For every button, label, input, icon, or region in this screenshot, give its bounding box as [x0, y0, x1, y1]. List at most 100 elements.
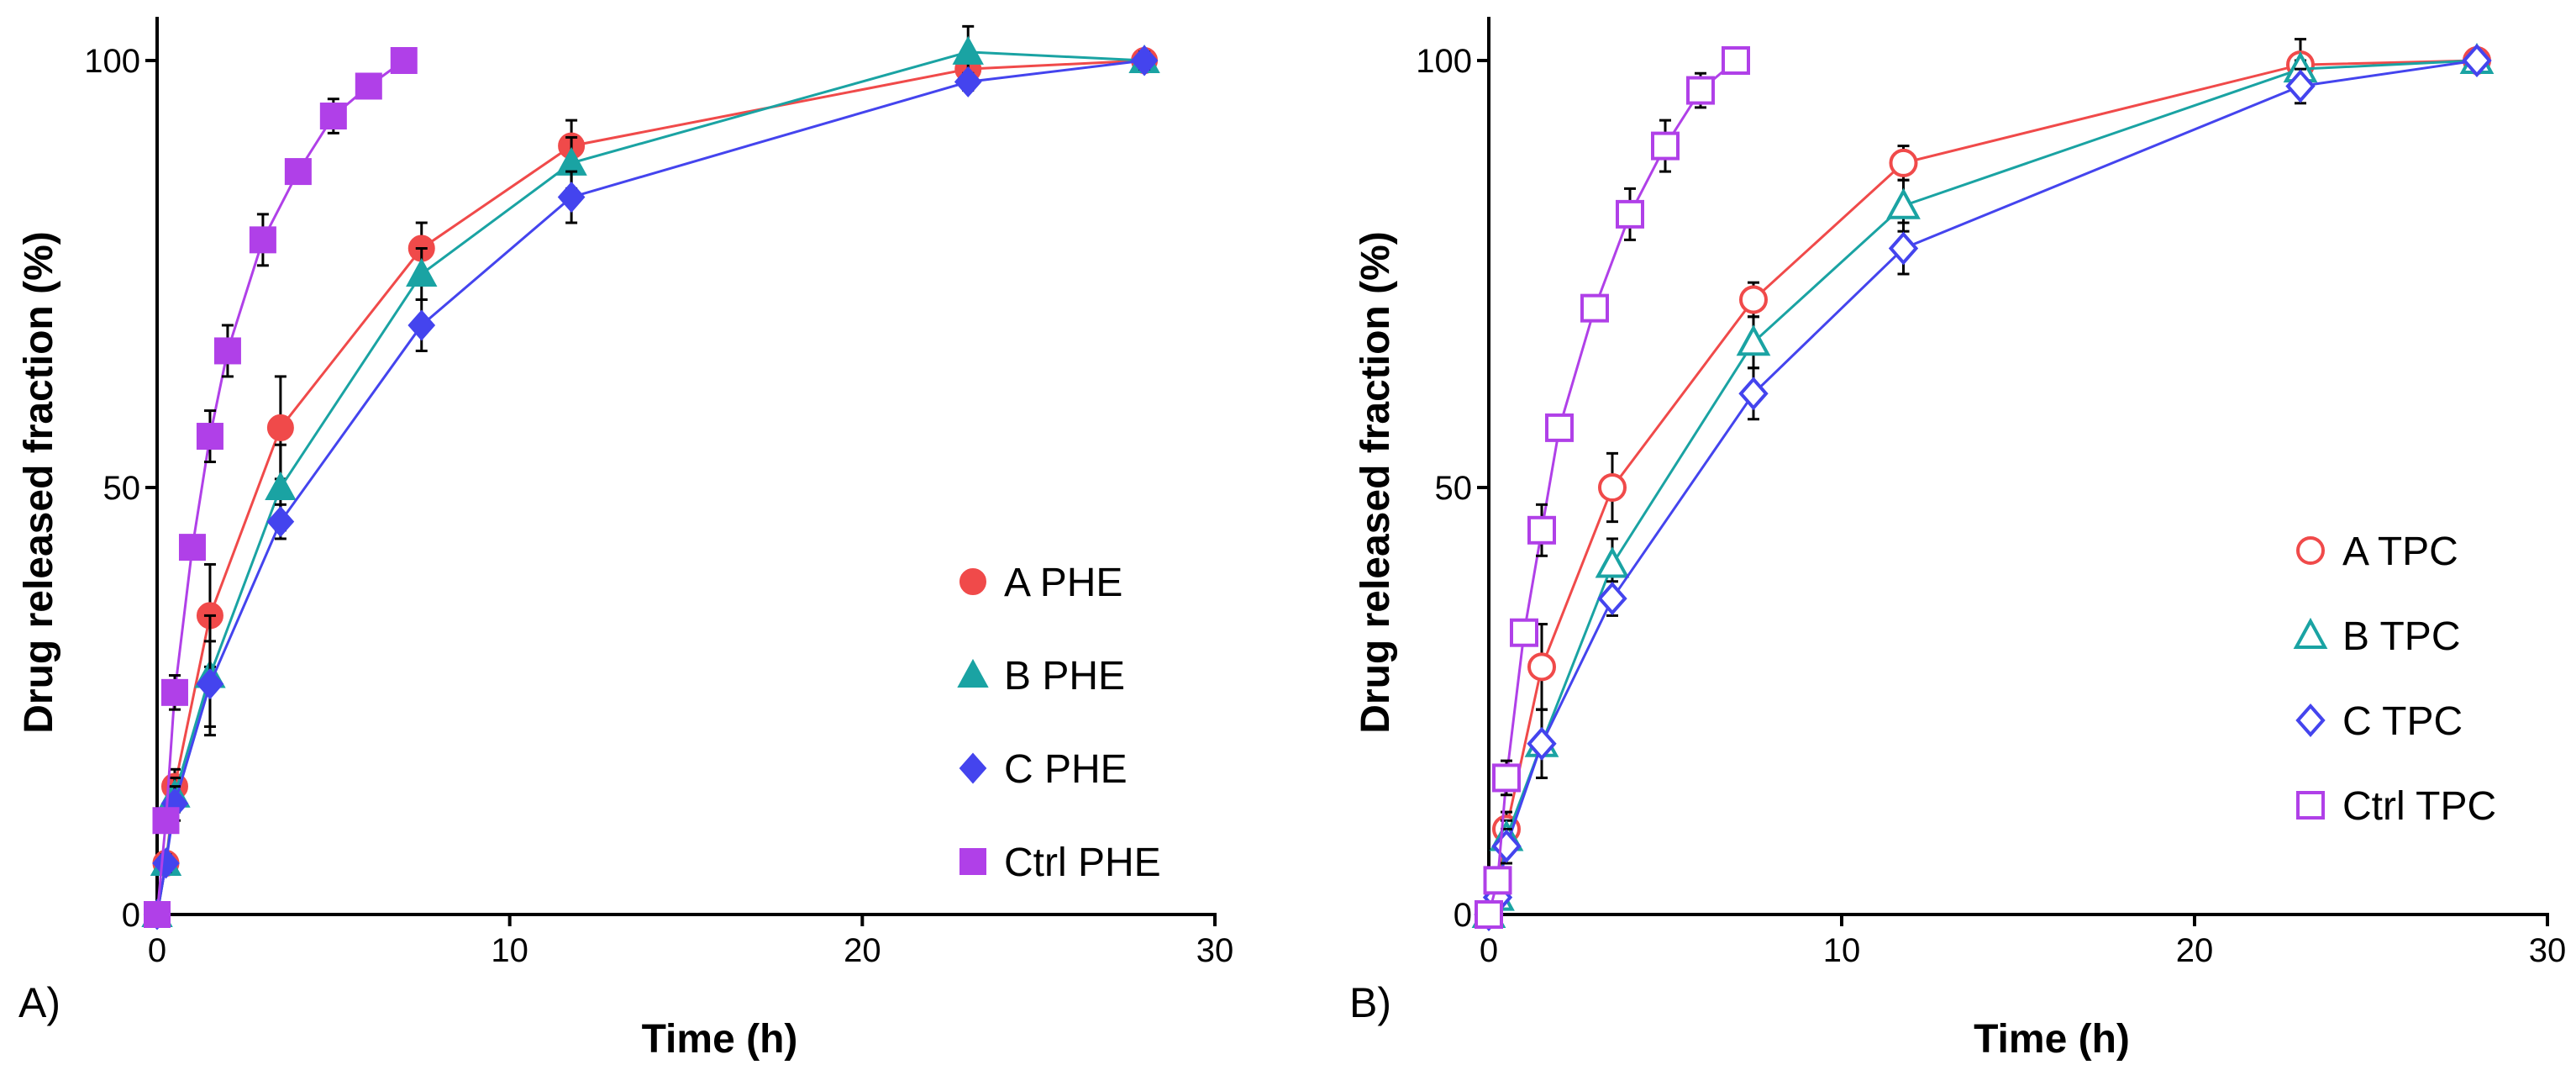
data-point [1527, 726, 1557, 761]
x-tick-label: 20 [2176, 932, 2214, 969]
legend-item: B PHE [957, 654, 1125, 698]
data-point [952, 35, 984, 65]
legend-label: C PHE [1004, 747, 1128, 792]
legend-marker-triangle [957, 658, 989, 688]
legend-label: B PHE [1004, 654, 1125, 698]
x-tick-label: 10 [1823, 932, 1861, 969]
data-point [1483, 866, 1512, 895]
data-point [407, 309, 436, 341]
x-tick-label: 0 [148, 932, 166, 969]
x-tick-label: 10 [491, 932, 528, 969]
data-point [213, 337, 241, 365]
data-point [1738, 377, 1769, 411]
legend-item: Ctrl PHE [959, 841, 1161, 885]
series-line [155, 59, 1145, 915]
data-point [2285, 69, 2316, 103]
data-point [144, 901, 171, 928]
legend-label: Ctrl TPC [2342, 784, 2496, 829]
series-ctrl-phe [144, 47, 418, 928]
legend-marker-triangle [2293, 617, 2328, 649]
data-point [319, 103, 347, 130]
data-point [1510, 618, 1538, 647]
y-tick-label: 0 [1454, 897, 1472, 934]
data-point [196, 668, 224, 700]
y-axis-title: Drug released fraction (%) [1354, 231, 1398, 733]
legend-label: C TPC [2342, 699, 2463, 744]
series-line [1487, 59, 2478, 915]
data-point [1739, 285, 1768, 314]
data-point [1597, 582, 1627, 616]
y-tick-label: 50 [1435, 470, 1473, 507]
x-axis-title: Time (h) [642, 1017, 798, 1062]
chart-panel-1: 0 10 20 30 0 50 100 Time (h) Drug released fract… [17, 17, 1233, 1062]
data-point [1527, 652, 1556, 682]
panel-label: B) [1349, 979, 1391, 1026]
x-axis-title: Time (h) [1974, 1017, 2130, 1062]
data-point [1889, 148, 1918, 177]
data-point [1616, 199, 1644, 229]
data-point [249, 226, 276, 254]
data-point [152, 807, 180, 835]
y-tick-label: 100 [1416, 43, 1472, 80]
series-line [1487, 59, 2478, 915]
data-point [178, 534, 206, 561]
data-point [2462, 43, 2492, 78]
legend-item: A TPC [2296, 530, 2458, 574]
data-point [1130, 45, 1159, 76]
data-point [284, 158, 312, 186]
y-tick-label: 100 [84, 43, 140, 80]
data-point [355, 72, 382, 100]
data-point [1888, 231, 1919, 266]
panel-label: A) [18, 979, 60, 1026]
legend-label: A TPC [2342, 530, 2458, 574]
data-point [1686, 76, 1715, 105]
data-point [390, 47, 418, 74]
x-tick-label: 0 [1480, 932, 1498, 969]
data-point [1598, 473, 1627, 502]
chart-panel-2: 0 10 20 30 0 50 100 Time (h) Drug released fract… [1349, 17, 2566, 1062]
legend-item: B TPC [2293, 614, 2460, 659]
legend-marker-square [2296, 791, 2325, 820]
legend-item: C TPC [2295, 699, 2463, 744]
x-tick-label: 30 [1196, 932, 1234, 969]
data-point [1475, 900, 1503, 929]
x-tick-label: 30 [2529, 932, 2567, 969]
data-point [1580, 293, 1609, 323]
legend-marker-diamond [2295, 703, 2326, 738]
data-point [1545, 413, 1574, 442]
series-ctrl-tpc [1475, 46, 1750, 929]
legend-label: A PHE [1004, 561, 1122, 605]
series-a-tpc [1475, 38, 2491, 929]
y-tick-label: 0 [122, 897, 140, 934]
data-point [266, 506, 295, 538]
data-point [1651, 131, 1680, 161]
data-point [1492, 763, 1521, 793]
data-point [152, 847, 180, 879]
y-tick-label: 50 [103, 470, 141, 507]
legend-label: B TPC [2342, 614, 2460, 659]
series-line [1487, 59, 2478, 915]
data-point [266, 414, 294, 441]
x-tick-label: 20 [844, 932, 881, 969]
y-axis-title: Drug released fraction (%) [17, 231, 61, 733]
data-point [557, 182, 586, 213]
legend-label: Ctrl PHE [1004, 841, 1161, 885]
legend-marker-diamond [959, 752, 987, 784]
legend-marker-circle [2296, 536, 2325, 565]
data-point [1886, 187, 1921, 219]
data-point [1722, 46, 1750, 75]
data-point [406, 257, 438, 287]
data-point [1736, 324, 1771, 356]
data-point [1595, 546, 1630, 578]
data-point [265, 471, 297, 500]
legend-item: C PHE [959, 747, 1128, 792]
legend-marker-circle [959, 568, 986, 595]
series-b-tpc [1471, 42, 2495, 928]
legend-item: A PHE [959, 561, 1122, 605]
data-point [954, 66, 982, 98]
data-point [160, 678, 188, 706]
legend-item: Ctrl TPC [2296, 784, 2496, 829]
data-point [1527, 515, 1556, 545]
series-c-phe [143, 45, 1159, 930]
